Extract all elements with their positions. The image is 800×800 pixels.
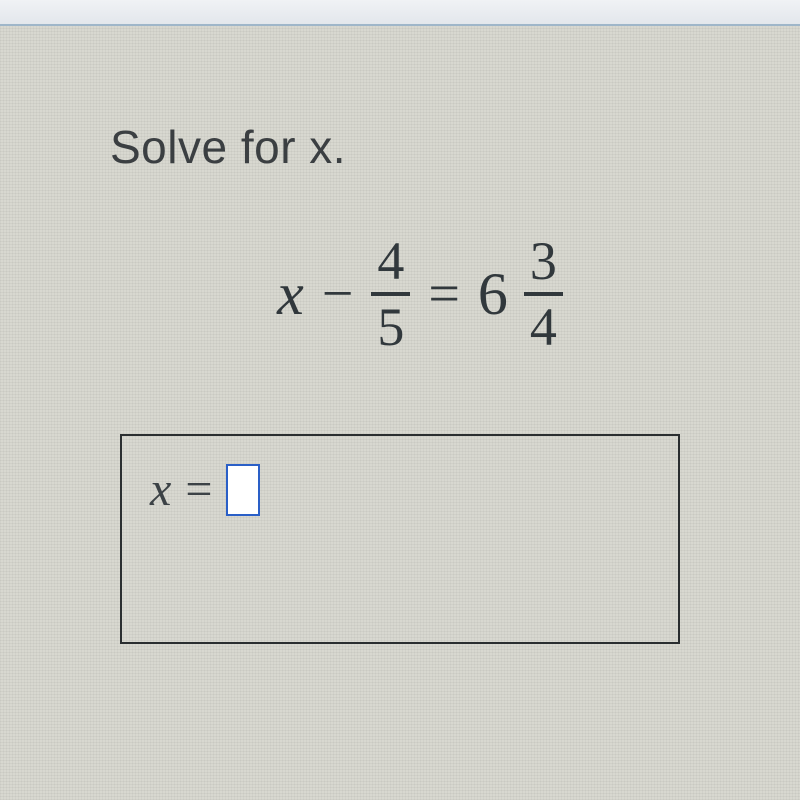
answer-box: x = [120,434,680,644]
right-fraction-numerator: 3 [524,234,563,288]
fraction-bar [524,292,563,296]
answer-input[interactable] [226,464,260,516]
equation-variable: x [277,260,304,329]
right-fraction: 3 4 [524,234,563,354]
right-whole-number: 6 [478,260,508,329]
equals-sign: = [424,262,464,326]
minus-operator: − [318,262,358,326]
left-fraction-numerator: 4 [371,234,410,288]
fraction-bar [371,292,410,296]
left-fraction: 4 5 [371,234,410,354]
answer-equals: = [185,462,212,517]
answer-row: x = [150,462,260,517]
equation: x − 4 5 = 6 3 4 [110,234,730,354]
answer-variable: x [150,462,171,517]
window-topbar [0,0,800,26]
left-fraction-denominator: 5 [371,300,410,354]
problem-content: Solve for x. x − 4 5 = 6 3 4 x = [0,30,800,800]
prompt-text: Solve for x. [110,120,730,174]
right-fraction-denominator: 4 [524,300,563,354]
